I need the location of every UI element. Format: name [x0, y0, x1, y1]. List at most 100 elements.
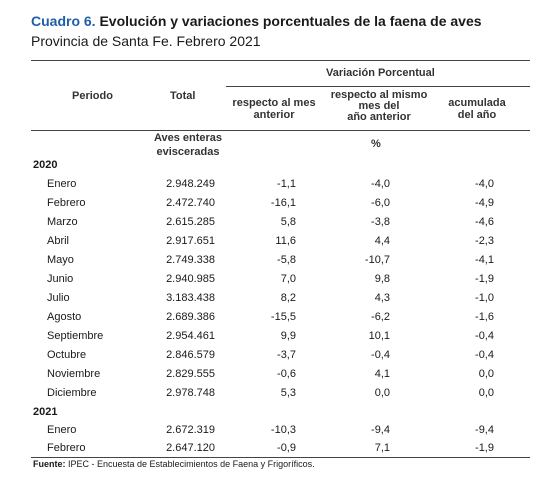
year-label: 2021: [33, 406, 58, 418]
table-row: Enero 2.948.249 -1,1 -4,0 -4,0: [0, 178, 549, 197]
month-cell: Diciembre: [47, 387, 97, 399]
var-acum-cell: 0,0: [478, 368, 494, 380]
month-cell: Septiembre: [47, 330, 104, 342]
var-anio-cell: -4,0: [371, 178, 390, 190]
var-acum-cell: -9,4: [475, 424, 494, 436]
total-cell: 2.978.748: [166, 387, 215, 399]
var-anio-cell: 4,1: [374, 368, 390, 380]
var-acum-cell: -4,1: [475, 254, 494, 266]
table-row: Diciembre 2.978.748 5,3 0,0 0,0: [0, 387, 549, 406]
header-respecto-mes-line2: anterior: [253, 109, 295, 121]
var-acum-cell: -1,6: [475, 311, 494, 323]
table-row: Noviembre 2.829.555 -0,6 4,1 0,0: [0, 368, 549, 387]
month-cell: Abril: [47, 235, 70, 247]
total-cell: 3.183.438: [166, 292, 215, 304]
table-row: Febrero 2.472.740 -16,1 -6,0 -4,9: [0, 197, 549, 216]
var-anio-cell: -6,2: [371, 311, 390, 323]
bottom-rule: [31, 457, 530, 458]
month-cell: Noviembre: [47, 368, 101, 380]
table-row: Febrero 2.647.120 -0,9 7,1 -1,9: [0, 442, 549, 461]
table-row: Mayo 2.749.338 -5,8 -10,7 -4,1: [0, 254, 549, 273]
table-row: Octubre 2.846.579 -3,7 -0,4 -0,4: [0, 349, 549, 368]
total-cell: 2.829.555: [166, 368, 215, 380]
table-number: Cuadro 6.: [31, 13, 96, 29]
table-title-text: Evolución y variaciones porcentuales de …: [99, 13, 482, 29]
source-text: IPEC - Encuesta de Establecimientos de F…: [68, 459, 315, 469]
total-cell: 2.615.285: [166, 216, 215, 228]
month-cell: Enero: [47, 178, 77, 190]
header-total: Total: [170, 90, 196, 102]
var-mes-cell: 8,2: [280, 292, 296, 304]
month-cell: Febrero: [47, 197, 86, 209]
total-cell: 2.472.740: [166, 197, 215, 209]
header-acumulada-line1: acumulada: [448, 97, 506, 109]
var-mes-cell: -3,7: [277, 349, 296, 361]
unit-aves-line2: evisceradas: [156, 146, 220, 158]
var-mes-cell: 9,9: [280, 330, 296, 342]
table-row: Septiembre 2.954.461 9,9 10,1 -0,4: [0, 330, 549, 349]
total-cell: 2.647.120: [166, 442, 215, 454]
table-row: Marzo 2.615.285 5,8 -3,8 -4,6: [0, 216, 549, 235]
var-anio-cell: 7,1: [374, 442, 390, 454]
month-cell: Octubre: [47, 349, 87, 361]
var-mes-cell: -10,3: [270, 424, 296, 436]
month-cell: Marzo: [47, 216, 78, 228]
var-anio-cell: 9,8: [374, 273, 390, 285]
header-respecto-mes-line1: respecto al mes: [232, 97, 316, 109]
var-mes-cell: 5,8: [280, 216, 296, 228]
header-acumulada: acumulada del año: [440, 97, 514, 121]
header-rule: [31, 130, 530, 131]
header-variacion: Variación Porcentual: [326, 67, 435, 79]
total-cell: 2.846.579: [166, 349, 215, 361]
var-anio-cell: -0,4: [371, 349, 390, 361]
table-row: Julio 3.183.438 8,2 4,3 -1,0: [0, 292, 549, 311]
var-acum-cell: -4,6: [475, 216, 494, 228]
var-anio-cell: 4,4: [374, 235, 390, 247]
table-row: Abril 2.917.651 11,6 4,4 -2,3: [0, 235, 549, 254]
header-respecto-anio-line1: respecto al mismo: [330, 89, 428, 101]
month-cell: Agosto: [47, 311, 82, 323]
top-rule: [31, 60, 530, 61]
var-mes-cell: -5,8: [277, 254, 296, 266]
var-mes-cell: -0,6: [277, 368, 296, 380]
month-cell: Junio: [47, 273, 74, 285]
header-acumulada-line2: del año: [457, 109, 497, 121]
month-cell: Mayo: [47, 254, 74, 266]
var-mes-cell: 5,3: [280, 387, 296, 399]
var-mes-cell: 11,6: [275, 235, 296, 247]
total-cell: 2.672.319: [166, 424, 215, 436]
total-cell: 2.689.386: [166, 311, 215, 323]
year-label: 2020: [33, 159, 58, 171]
total-cell: 2.749.338: [166, 254, 215, 266]
var-acum-cell: -0,4: [475, 349, 494, 361]
total-cell: 2.954.461: [166, 330, 215, 342]
var-acum-cell: -1,9: [475, 442, 494, 454]
var-anio-cell: -3,8: [371, 216, 390, 228]
var-acum-cell: 0,0: [478, 387, 494, 399]
table-row: Junio 2.940.985 7,0 9,8 -1,9: [0, 273, 549, 292]
var-acum-cell: -4,0: [475, 178, 494, 190]
var-acum-cell: -0,4: [475, 330, 494, 342]
var-acum-cell: -4,9: [475, 197, 494, 209]
total-cell: 2.940.985: [166, 273, 215, 285]
table-subtitle: Provincia de Santa Fe. Febrero 2021: [31, 33, 261, 49]
var-acum-cell: -1,0: [475, 292, 494, 304]
header-respecto-mes: respecto al mes anterior: [228, 97, 320, 121]
var-mes-cell: -15,5: [270, 311, 296, 323]
var-anio-cell: -6,0: [371, 197, 390, 209]
source-note: Fuente: IPEC - Encuesta de Establecimien…: [33, 459, 315, 469]
var-mes-cell: 7,0: [280, 273, 296, 285]
month-cell: Julio: [47, 292, 70, 304]
month-cell: Enero: [47, 424, 77, 436]
var-anio-cell: 0,0: [374, 387, 390, 399]
total-cell: 2.948.249: [166, 178, 215, 190]
var-mes-cell: -0,9: [277, 442, 296, 454]
header-respecto-anio: respecto al mismo mes del año anterior: [324, 90, 434, 123]
header-periodo: Periodo: [72, 90, 113, 102]
header-respecto-anio-line2: mes del: [358, 100, 400, 112]
header-respecto-anio-line3: año anterior: [347, 111, 411, 123]
unit-percent: %: [371, 138, 381, 150]
unit-aves-line1: Aves enteras: [153, 132, 223, 144]
table-row: Enero 2.672.319 -10,3 -9,4 -9,4: [0, 424, 549, 443]
month-cell: Febrero: [47, 442, 86, 454]
